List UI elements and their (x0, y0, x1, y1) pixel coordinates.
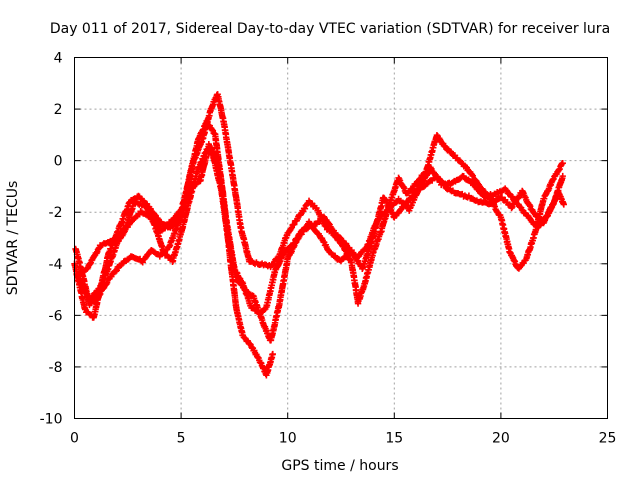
data-markers (71, 91, 567, 379)
x-axis-label: GPS time / hours (281, 458, 398, 474)
y-tick-label: -10 (40, 412, 63, 428)
x-tick-label: 5 (177, 431, 186, 447)
x-tick-label: 10 (279, 431, 297, 447)
y-tick-label: -6 (49, 308, 63, 324)
data-point (113, 267, 121, 274)
x-tick-label: 25 (599, 431, 617, 447)
data-point (508, 204, 515, 212)
data-point (287, 225, 295, 232)
x-tick-label: 20 (492, 431, 510, 447)
data-point (312, 221, 319, 228)
data-point (536, 222, 544, 229)
y-tick-label: 0 (54, 154, 63, 170)
series-day-4 (75, 141, 567, 317)
chart-title: Day 011 of 2017, Sidereal Day-to-day VTE… (50, 21, 610, 37)
y-tick-label: 4 (54, 51, 63, 67)
data-point (269, 261, 276, 269)
data-point (293, 236, 301, 243)
x-tick-label: 15 (385, 431, 403, 447)
y-tick-label: -8 (49, 360, 63, 376)
y-tick-label: -4 (49, 257, 63, 273)
y-tick-label: 2 (54, 102, 63, 118)
data-point (139, 259, 146, 266)
data-point (560, 201, 567, 208)
data-point (301, 205, 309, 212)
data-point (291, 221, 298, 228)
data-point (269, 350, 276, 358)
data-point (559, 160, 566, 167)
data-point (468, 171, 476, 178)
axis-ticks: 0 5 10 15 20 25 -10 -8 -6 -4 -2 0 2 4 (40, 51, 617, 447)
data-point (112, 268, 120, 275)
y-axis-label: SDTVAR / TECUs (5, 181, 21, 296)
data-point (559, 172, 566, 180)
data-point (469, 172, 476, 179)
plot-frame (74, 57, 608, 419)
y-tick-label: -2 (49, 205, 63, 221)
x-tick-label: 0 (70, 431, 79, 447)
data-point (162, 251, 170, 258)
